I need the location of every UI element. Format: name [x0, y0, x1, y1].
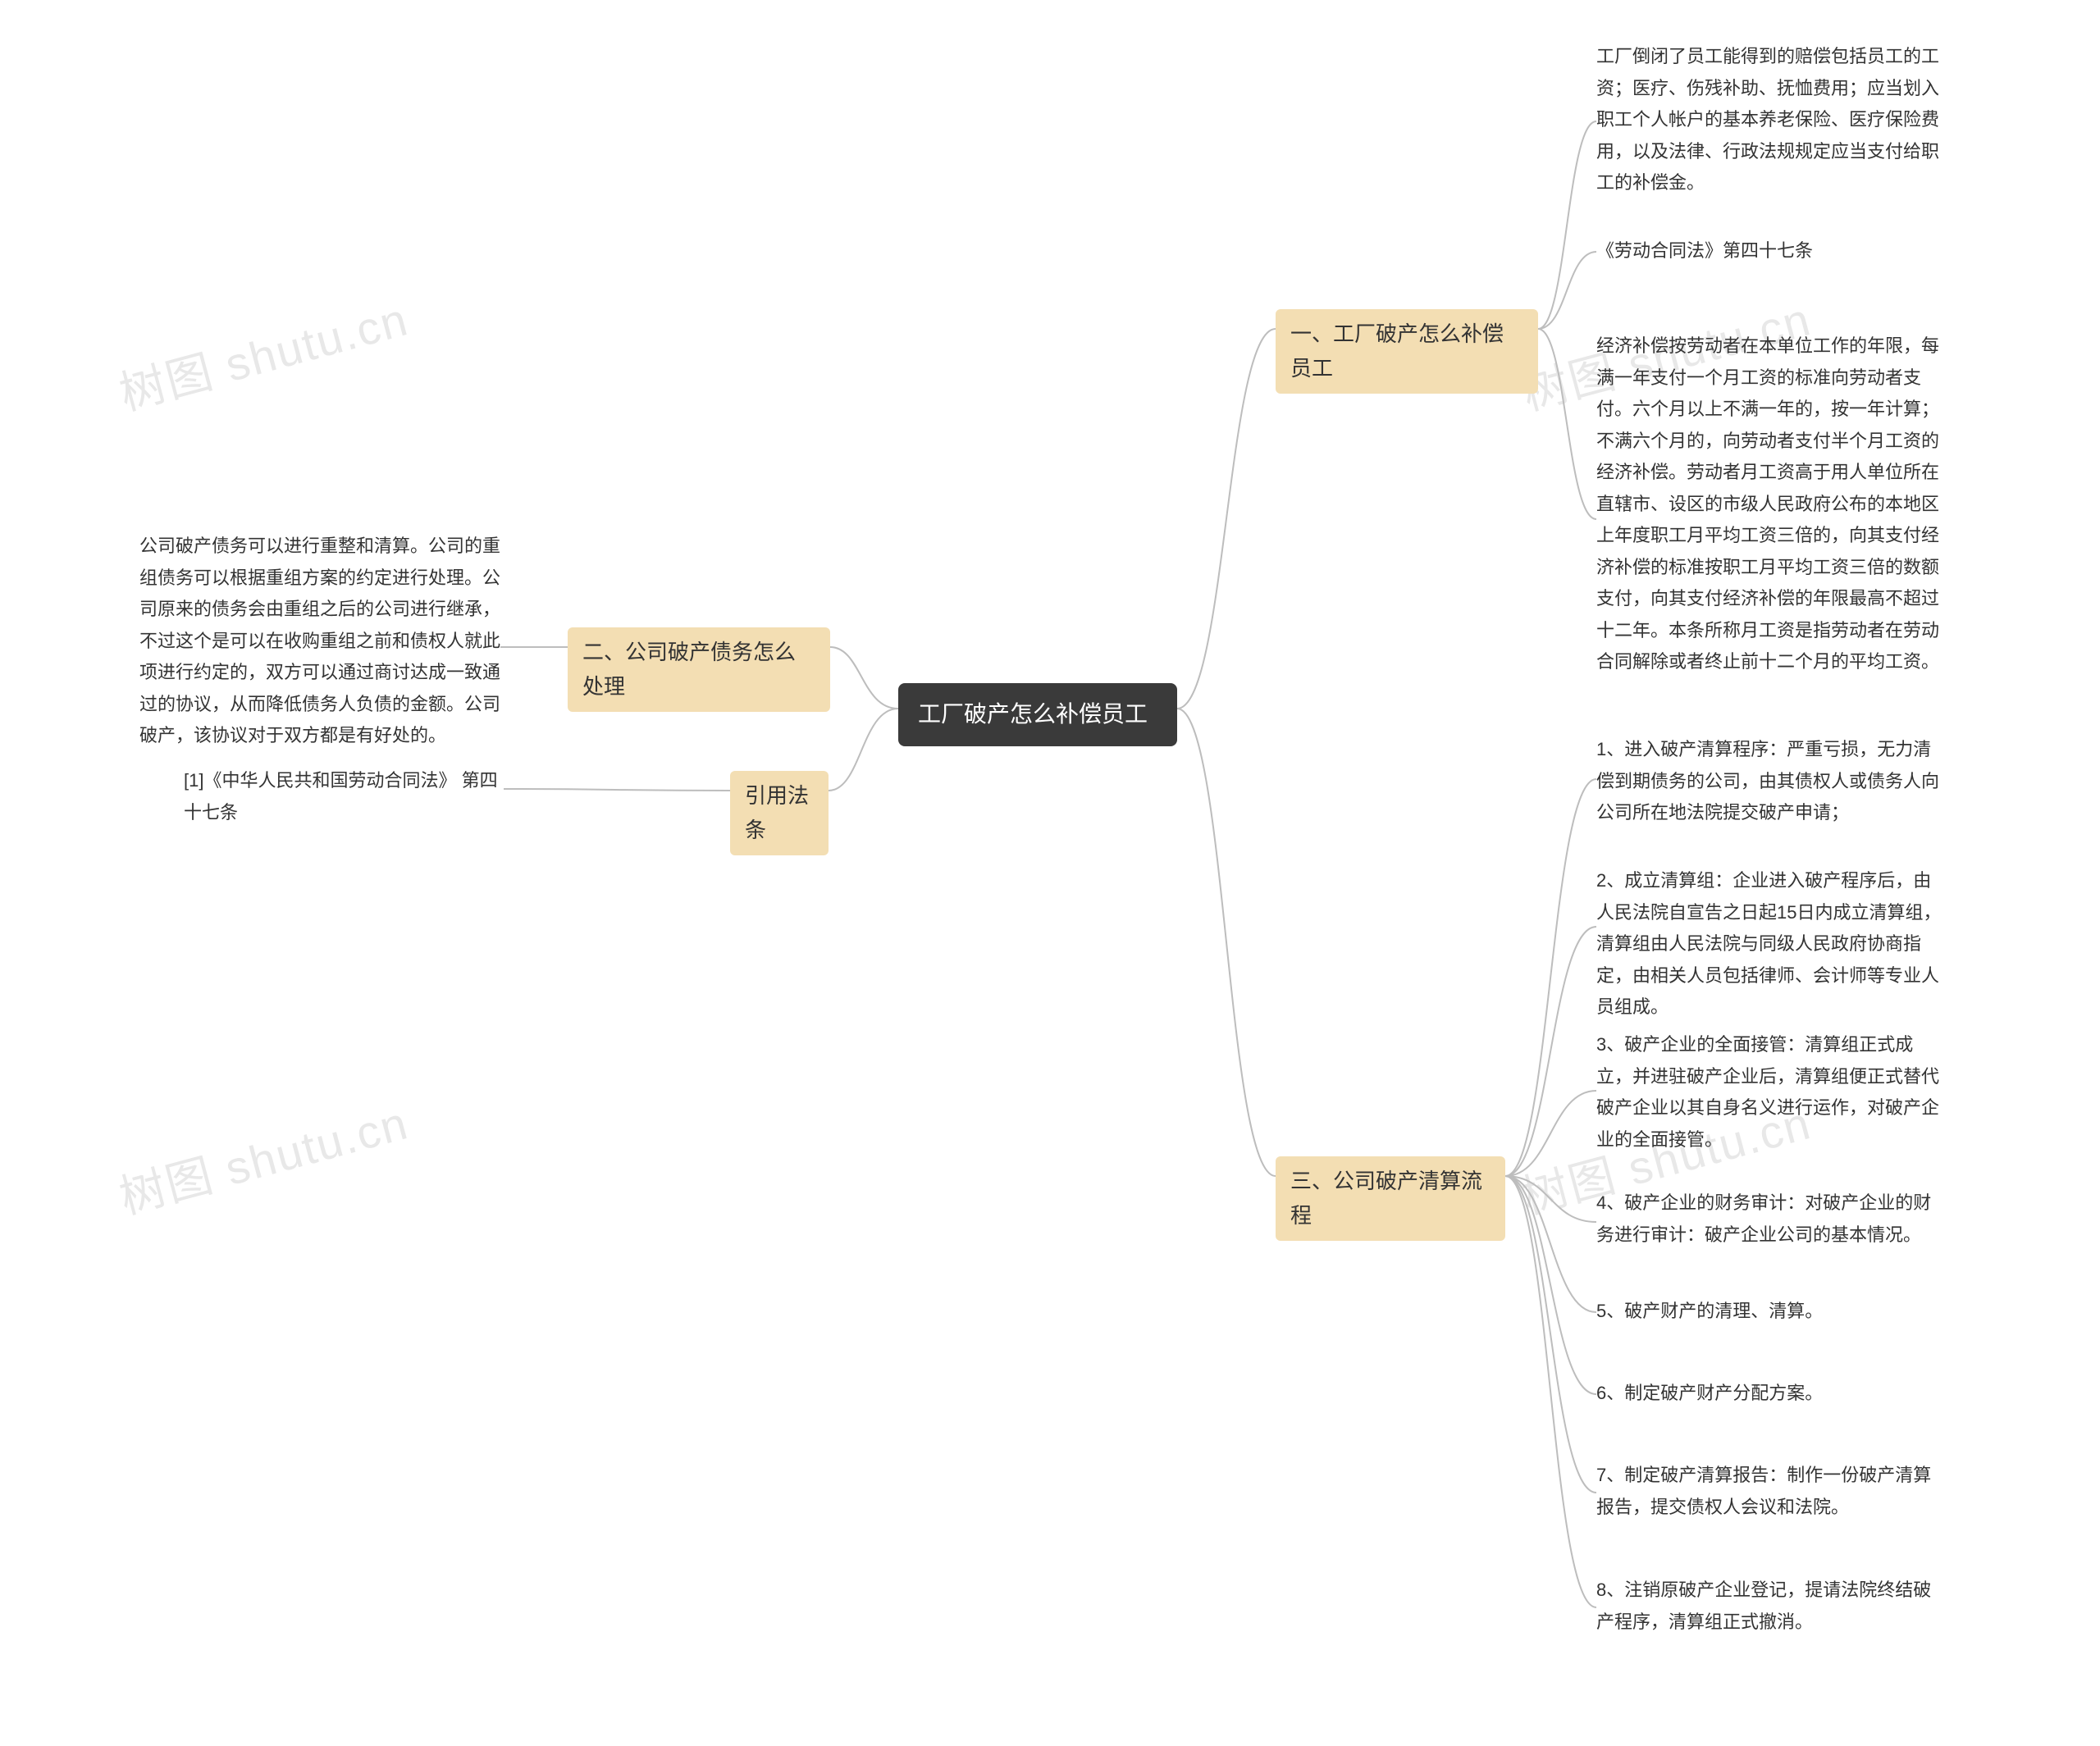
branch-compensation[interactable]: 一、工厂破产怎么补偿员工	[1276, 309, 1538, 394]
watermark: 树图 shutu.cn	[112, 1087, 415, 1228]
leaf-b1-3: 经济补偿按劳动者在本单位工作的年限，每满一年支付一个月工资的标准向劳动者支付。六…	[1596, 331, 1949, 678]
leaf-text: 1、进入破产清算程序：严重亏损，无力清偿到期债务的公司，由其债权人或债务人向公司…	[1596, 739, 1939, 823]
branch-label: 引用法条	[745, 783, 809, 842]
mindmap-root[interactable]: 工厂破产怎么补偿员工	[898, 683, 1177, 746]
branch-label: 三、公司破产清算流程	[1290, 1169, 1482, 1228]
branch-debt-handling[interactable]: 二、公司破产债务怎么处理	[568, 627, 830, 712]
root-label: 工厂破产怎么补偿员工	[918, 701, 1148, 727]
watermark: 树图 shutu.cn	[112, 283, 415, 424]
leaf-text: 4、破产企业的财务审计：对破产企业的财务进行审计：破产企业公司的基本情况。	[1596, 1192, 1931, 1245]
leaf-b3-4: 4、破产企业的财务审计：对破产企业的财务进行审计：破产企业公司的基本情况。	[1596, 1188, 1949, 1251]
leaf-b2-1: 公司破产债务可以进行重整和清算。公司的重组债务可以根据重组方案的约定进行处理。公…	[139, 531, 500, 752]
leaf-text: 8、注销原破产企业登记，提请法院终结破产程序，清算组正式撤消。	[1596, 1580, 1931, 1632]
leaf-text: 2、成立清算组：企业进入破产程序后，由人民法院自宣告之日起15日内成立清算组，清…	[1596, 870, 1941, 1017]
leaf-text: [1]《中华人民共和国劳动合同法》 第四十七条	[184, 770, 498, 823]
leaf-text: 经济补偿按劳动者在本单位工作的年限，每满一年支付一个月工资的标准向劳动者支付。六…	[1596, 335, 1939, 672]
leaf-text: 工厂倒闭了员工能得到的赔偿包括员工的工资；医疗、伤残补助、抚恤费用；应当划入职工…	[1596, 46, 1939, 193]
leaf-text: 《劳动合同法》第四十七条	[1596, 240, 1813, 261]
leaf-text: 5、破产财产的清理、清算。	[1596, 1301, 1823, 1321]
branch-label: 一、工厂破产怎么补偿员工	[1290, 321, 1504, 381]
leaf-text: 6、制定破产财产分配方案。	[1596, 1383, 1823, 1403]
leaf-text: 3、破产企业的全面接管：清算组正式成立，并进驻破产企业后，清算组便正式替代破产企…	[1596, 1034, 1939, 1150]
leaf-b3-2: 2、成立清算组：企业进入破产程序后，由人民法院自宣告之日起15日内成立清算组，清…	[1596, 865, 1949, 1023]
leaf-b3-3: 3、破产企业的全面接管：清算组正式成立，并进驻破产企业后，清算组便正式替代破产企…	[1596, 1029, 1949, 1156]
leaf-b3-7: 7、制定破产清算报告：制作一份破产清算报告，提交债权人会议和法院。	[1596, 1460, 1949, 1523]
branch-liquidation-process[interactable]: 三、公司破产清算流程	[1276, 1156, 1505, 1241]
branch-cited-law[interactable]: 引用法条	[730, 771, 829, 855]
leaf-b4-1: [1]《中华人民共和国劳动合同法》 第四十七条	[184, 765, 504, 828]
leaf-b1-2: 《劳动合同法》第四十七条	[1596, 235, 1949, 267]
leaf-text: 公司破产债务可以进行重整和清算。公司的重组债务可以根据重组方案的约定进行处理。公…	[139, 536, 500, 745]
branch-label: 二、公司破产债务怎么处理	[582, 640, 796, 699]
leaf-b1-1: 工厂倒闭了员工能得到的赔偿包括员工的工资；医疗、伤残补助、抚恤费用；应当划入职工…	[1596, 41, 1949, 199]
leaf-b3-8: 8、注销原破产企业登记，提请法院终结破产程序，清算组正式撤消。	[1596, 1575, 1949, 1638]
leaf-b3-6: 6、制定破产财产分配方案。	[1596, 1378, 1949, 1410]
leaf-b3-1: 1、进入破产清算程序：严重亏损，无力清偿到期债务的公司，由其债权人或债务人向公司…	[1596, 734, 1949, 829]
leaf-b3-5: 5、破产财产的清理、清算。	[1596, 1296, 1949, 1328]
leaf-text: 7、制定破产清算报告：制作一份破产清算报告，提交债权人会议和法院。	[1596, 1465, 1931, 1517]
